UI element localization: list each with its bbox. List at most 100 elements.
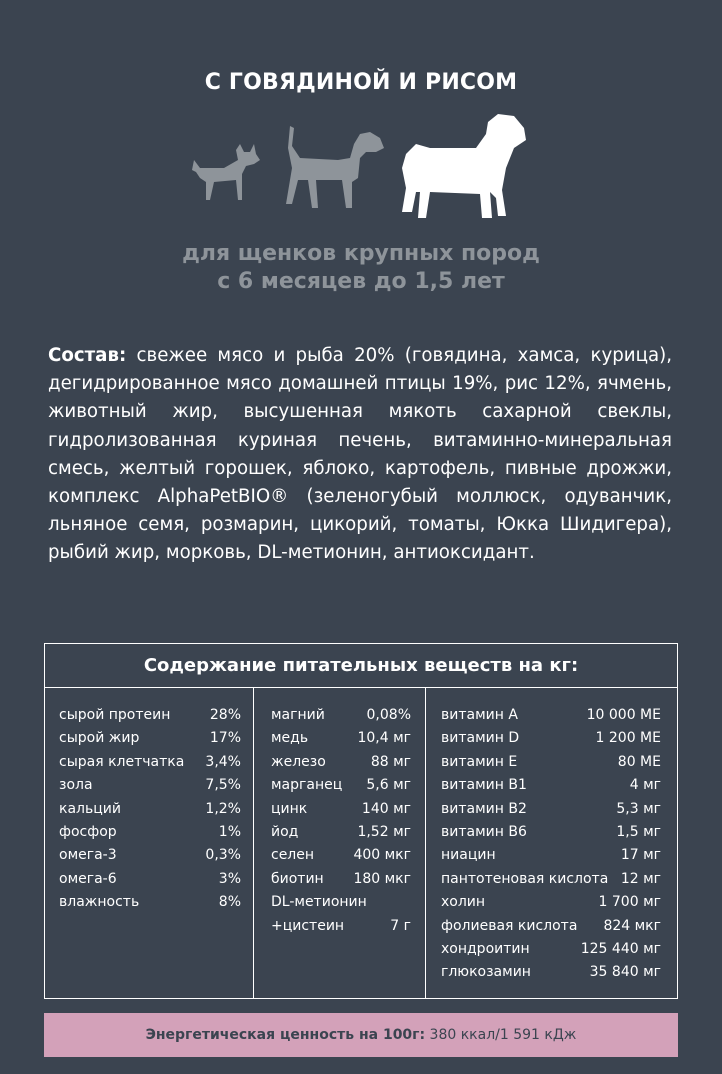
large-dog-icon (402, 114, 526, 218)
small-dog-icon (192, 144, 260, 200)
nutrient-name: селен (271, 847, 315, 864)
nutrient-name: витамин А (441, 707, 518, 723)
nutrient-value: 1 200 МЕ (595, 730, 661, 747)
nutrient-value: 400 мкг (353, 847, 411, 864)
nutrient-value: 80 МЕ (617, 753, 661, 770)
nutrient-value: 140 мг (361, 800, 411, 817)
composition-text: Состав: свежее мясо и рыба 20% (говядина… (48, 342, 672, 568)
nutrient-name: фосфор (59, 823, 117, 840)
nutrient-value: 1,52 мг (357, 823, 411, 840)
nutrient-value: 0,3% (205, 847, 241, 864)
nutrient-name: витамин В2 (441, 800, 527, 817)
nutrient-value: 5,6 мг (366, 777, 411, 794)
nutrient-row: холин 1 700 мг (441, 891, 661, 914)
nutrient-row: марганец 5,6 мг (271, 774, 411, 797)
nutrients-table: Содержание питательных веществ на кг: сы… (44, 643, 678, 999)
energy-value-bar: Энергетическая ценность на 100г: 380 кка… (44, 1013, 678, 1057)
nutrient-value: 1% (218, 823, 241, 840)
product-title: С ГОВЯДИНОЙ И РИСОМ (204, 70, 518, 95)
nutrient-row: фолиевая кислота 824 мкг (441, 915, 661, 938)
nutrient-row: зола 7,5% (59, 774, 241, 797)
nutrient-value: 125 440 мг (580, 940, 661, 957)
nutrient-row: омега-3 0,3% (59, 844, 241, 867)
nutrient-row: глюкозамин 35 840 мг (441, 961, 661, 984)
nutrient-name: витамин D (441, 730, 520, 747)
nutrient-row: DL-метионин (271, 891, 411, 914)
column-divider (253, 688, 254, 998)
nutrient-value: 1,5 мг (616, 823, 661, 840)
nutrient-row: витамин В6 1,5 мг (441, 821, 661, 844)
nutrient-name: цинк (271, 800, 308, 817)
nutrient-row: кальций 1,2% (59, 798, 241, 821)
nutrient-row: медь 10,4 мг (271, 727, 411, 750)
nutrient-name: глюкозамин (441, 964, 531, 981)
nutrient-name: медь (271, 730, 309, 747)
nutrient-name: пантотеновая кислота (441, 870, 609, 887)
nutrient-value: 7 г (390, 917, 411, 934)
nutrient-name: биотин (271, 870, 324, 887)
nutrient-name: фолиевая кислота (441, 917, 578, 934)
nutrient-value: 35 840 мг (589, 964, 661, 981)
nutrient-row: +цистеин 7 г (271, 915, 411, 938)
subtitle-line-1: для щенков крупных пород (182, 241, 540, 266)
nutrient-row: ниацин 17 мг (441, 844, 661, 867)
nutrient-row: сырой протеин 28% (59, 704, 241, 727)
nutrient-row: витамин Е 80 МЕ (441, 751, 661, 774)
nutrient-name: железо (271, 753, 326, 770)
nutrient-name: омега-3 (59, 847, 117, 864)
nutrient-value: 17 мг (620, 847, 661, 864)
nutrient-name: витамин Е (441, 753, 518, 770)
nutrient-name: йод (271, 823, 299, 840)
energy-value: 380 ккал/1 591 кДж (425, 1027, 577, 1043)
nutrient-value: 8% (218, 894, 241, 911)
nutrient-name: зола (59, 777, 93, 794)
nutrient-name: магний (271, 707, 325, 723)
nutrient-row: йод 1,52 мг (271, 821, 411, 844)
nutrients-title: Содержание питательных веществ на кг: (45, 644, 677, 688)
nutrient-value: 4 мг (629, 777, 661, 794)
nutrient-row: витамин А 10 000 МЕ (441, 704, 661, 727)
nutrient-value: 88 мг (370, 753, 411, 770)
nutrient-row: омега-6 3% (59, 868, 241, 891)
nutrient-name: марганец (271, 777, 343, 794)
nutrient-row: селен 400 мкг (271, 844, 411, 867)
nutrient-name: сырая клетчатка (59, 753, 185, 770)
nutrient-row: железо 88 мг (271, 751, 411, 774)
nutrient-row: цинк 140 мг (271, 798, 411, 821)
age-subtitle: для щенков крупных пород с 6 месяцев до … (0, 240, 722, 296)
nutrient-row: магний 0,08% (271, 704, 411, 727)
nutrient-value: 28% (209, 707, 241, 723)
medium-dog-icon (286, 126, 384, 208)
nutrient-row: влажность 8% (59, 891, 241, 914)
nutrient-row: витамин В1 4 мг (441, 774, 661, 797)
nutrient-row: витамин D 1 200 МЕ (441, 727, 661, 750)
nutrient-value: 10 000 МЕ (586, 707, 661, 723)
nutrient-name: +цистеин (271, 917, 345, 934)
nutrients-column-2: магний 0,08% медь 10,4 мг железо 88 мг маргане… (271, 704, 411, 938)
nutrient-name: сырой жир (59, 730, 140, 747)
composition-label: Состав: (48, 345, 127, 366)
nutrient-value: 10,4 мг (357, 730, 411, 747)
subtitle-line-2: с 6 месяцев до 1,5 лет (217, 269, 505, 294)
nutrient-value: 3,4% (205, 753, 241, 770)
nutrient-value: 180 мкг (353, 870, 411, 887)
dog-size-icons (192, 114, 526, 218)
nutrient-value: 3% (218, 870, 241, 887)
nutrient-name: витамин В1 (441, 777, 527, 794)
nutrient-name: хондроитин (441, 940, 530, 957)
nutrient-value: 7,5% (205, 777, 241, 794)
nutrient-name: омега-6 (59, 870, 117, 887)
nutrient-value: 12 мг (620, 870, 661, 887)
energy-label: Энергетическая ценность на 100г: (145, 1027, 426, 1043)
column-divider (425, 688, 426, 998)
nutrient-value: 1,2% (205, 800, 241, 817)
composition-body: свежее мясо и рыба 20% (говядина, хамса,… (48, 345, 672, 564)
nutrient-value: 824 мкг (603, 917, 661, 934)
nutrient-value: 0,08% (366, 707, 411, 723)
nutrient-row: хондроитин 125 440 мг (441, 938, 661, 961)
nutrient-row: биотин 180 мкг (271, 868, 411, 891)
nutrient-row: сырая клетчатка 3,4% (59, 751, 241, 774)
nutrient-name: DL-метионин (271, 894, 367, 911)
nutrient-name: ниацин (441, 847, 496, 864)
